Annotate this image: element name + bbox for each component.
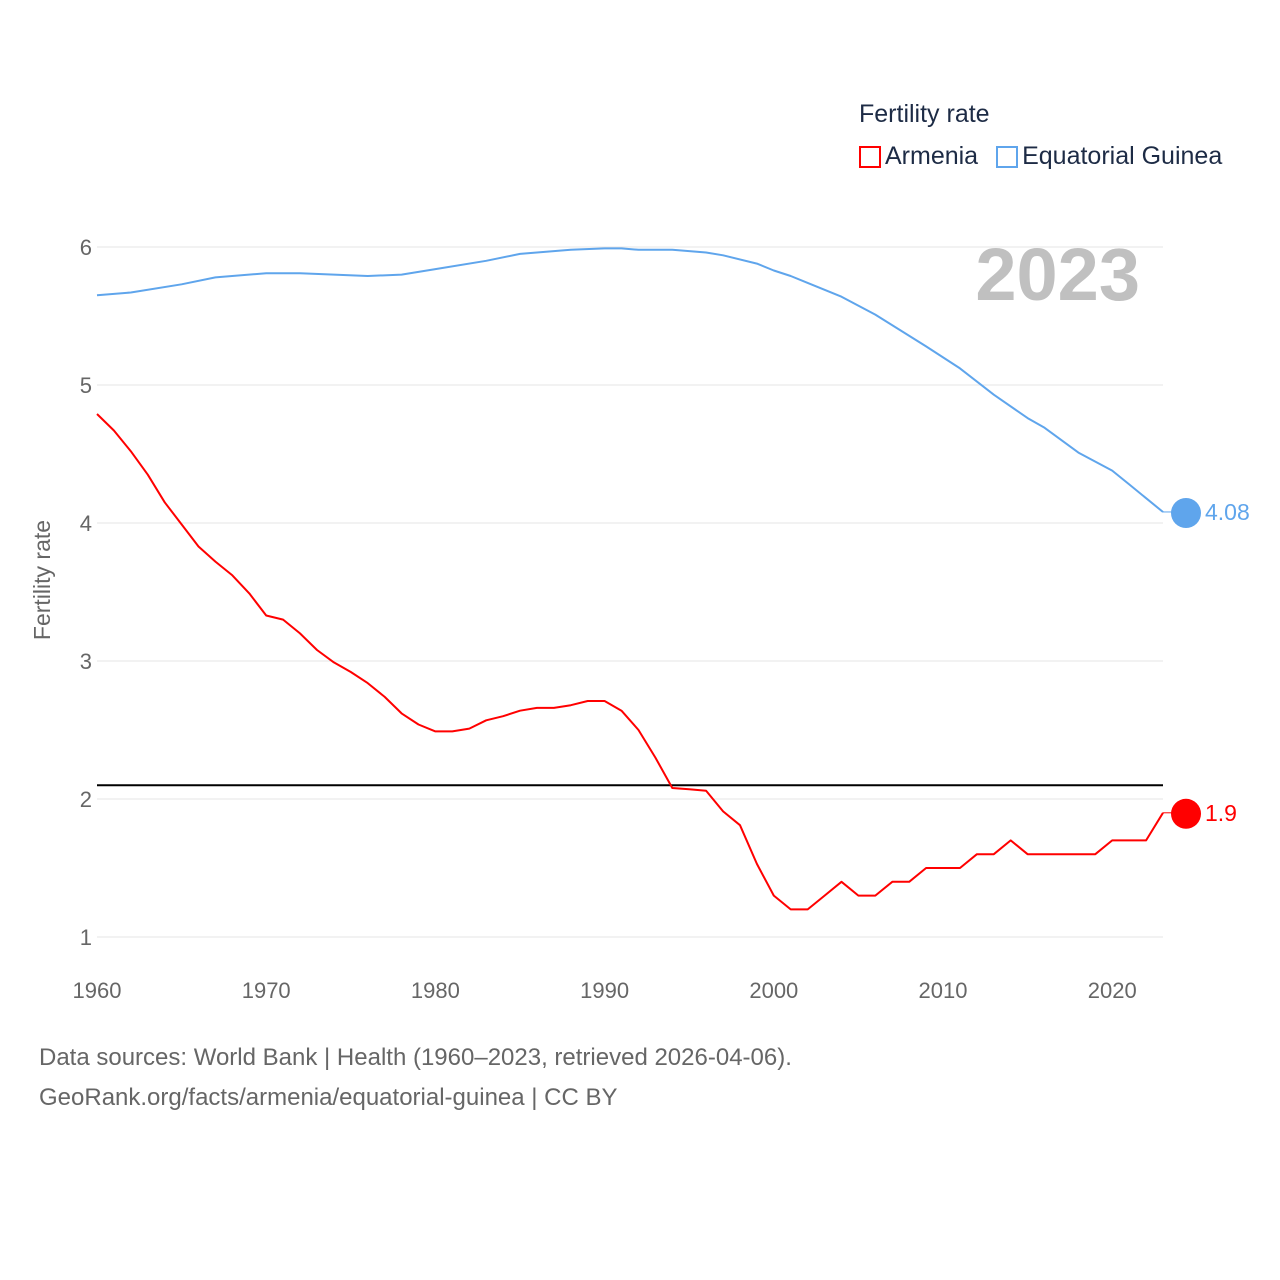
legend: Armenia Equatorial Guinea — [859, 142, 1232, 171]
end-value-label: 4.08 — [1205, 499, 1250, 525]
y-tick-label: 6 — [80, 235, 92, 260]
legend-label: Equatorial Guinea — [1022, 142, 1223, 170]
y-axis-label: Fertility rate — [29, 520, 55, 640]
year-label: 2023 — [975, 233, 1140, 316]
legend-item-equatorial-guinea[interactable]: Equatorial Guinea — [996, 142, 1222, 171]
footer-link[interactable]: GeoRank.org/facts/armenia/equatorial-gui… — [39, 1084, 618, 1111]
y-tick-label: 2 — [80, 787, 92, 812]
y-tick-label: 4 — [80, 511, 92, 536]
series-line-equatorial-guinea — [96, 247, 1164, 513]
legend-swatch-equatorial-guinea — [996, 145, 1019, 168]
series-line-armenia — [96, 413, 1164, 911]
x-tick-label: 2020 — [1088, 978, 1137, 1003]
x-tick-label: 1980 — [411, 978, 460, 1003]
end-value-label: 1.9 — [1205, 800, 1237, 826]
x-tick-label: 1970 — [242, 978, 291, 1003]
x-tick-label: 2010 — [919, 978, 968, 1003]
y-tick-label: 5 — [80, 373, 92, 398]
flag-icon — [1171, 497, 1201, 528]
x-tick-label: 2000 — [749, 978, 798, 1003]
x-tick-label: 1990 — [580, 978, 629, 1003]
y-tick-label: 3 — [80, 649, 92, 674]
footer-sources: Data sources: World Bank | Health (1960–… — [39, 1044, 792, 1071]
legend-title: Fertility rate — [859, 100, 990, 128]
legend-swatch-armenia — [859, 145, 881, 168]
y-tick-label: 1 — [80, 925, 92, 950]
legend-item-armenia[interactable]: Armenia — [859, 142, 978, 171]
legend-label: Armenia — [885, 142, 979, 170]
x-tick-label: 1960 — [73, 978, 122, 1003]
flag-icon — [1171, 798, 1201, 829]
